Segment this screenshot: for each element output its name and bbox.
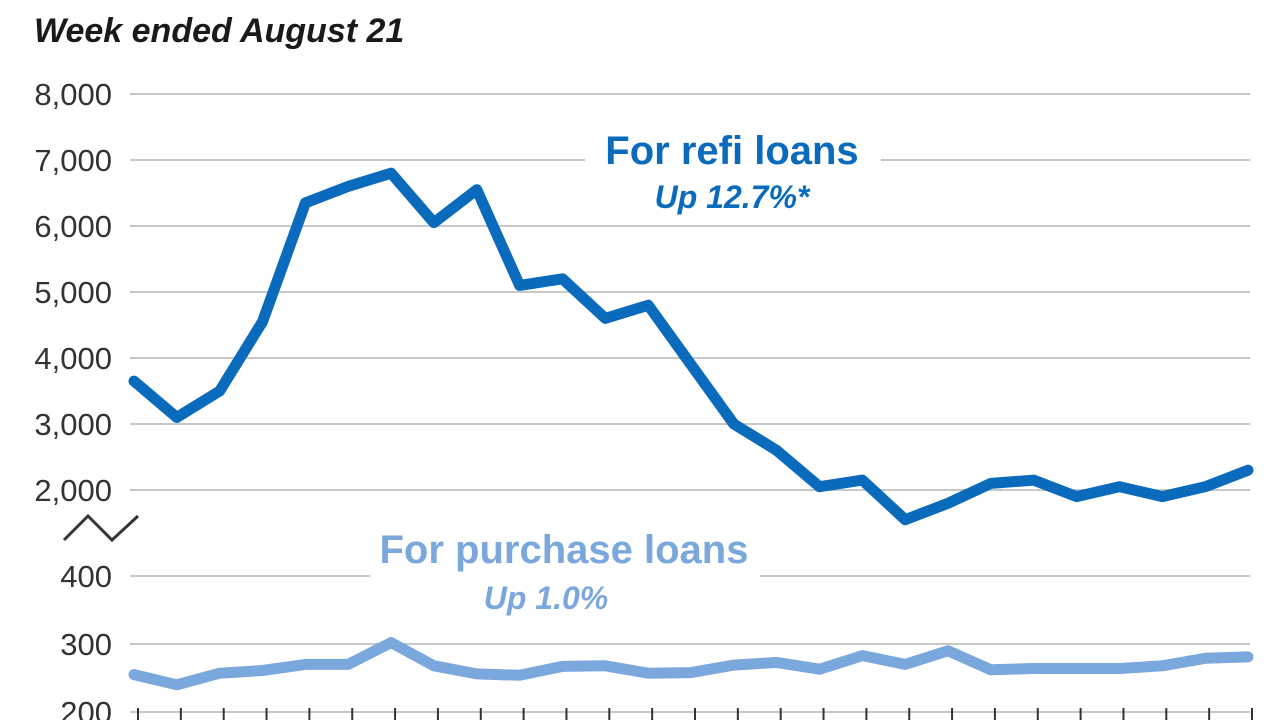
series-line-refi xyxy=(128,167,1254,526)
purchase-series-label: For purchase loans xyxy=(380,528,749,572)
refi-series-label: For refi loans xyxy=(605,129,858,173)
y-tick-label: 400 xyxy=(60,559,112,594)
y-tick-label: 5,000 xyxy=(34,275,112,310)
y-tick-label: 300 xyxy=(60,627,112,662)
y-tick-label: 200 xyxy=(60,695,112,720)
y-tick-label: 4,000 xyxy=(34,341,112,376)
y-tick-label: 3,000 xyxy=(34,407,112,442)
purchase-annotation-background xyxy=(370,524,760,620)
y-tick-label: 2,000 xyxy=(34,473,112,508)
x-tick-marks xyxy=(137,708,1253,720)
y-tick-labels: 2,000 3,000 4,000 5,000 6,000 7,000 8,000 200 30… xyxy=(34,77,112,720)
refi-change-label: Up 12.7%* xyxy=(655,179,811,215)
y-tick-label: 8,000 xyxy=(34,77,112,112)
purchase-annotation: For purchase loans Up 1.0% xyxy=(370,524,760,620)
refi-annotation-background xyxy=(585,125,881,220)
purchase-change-label: Up 1.0% xyxy=(484,580,608,616)
chart-title: Week ended August 21 xyxy=(34,12,404,50)
series-lines xyxy=(128,167,1254,691)
y-tick-label: 7,000 xyxy=(34,143,112,178)
y-tick-label: 6,000 xyxy=(34,209,112,244)
series-line-purchase xyxy=(128,637,1254,691)
refi-annotation: For refi loans Up 12.7%* xyxy=(585,125,881,220)
axis-break-marker xyxy=(62,513,140,543)
